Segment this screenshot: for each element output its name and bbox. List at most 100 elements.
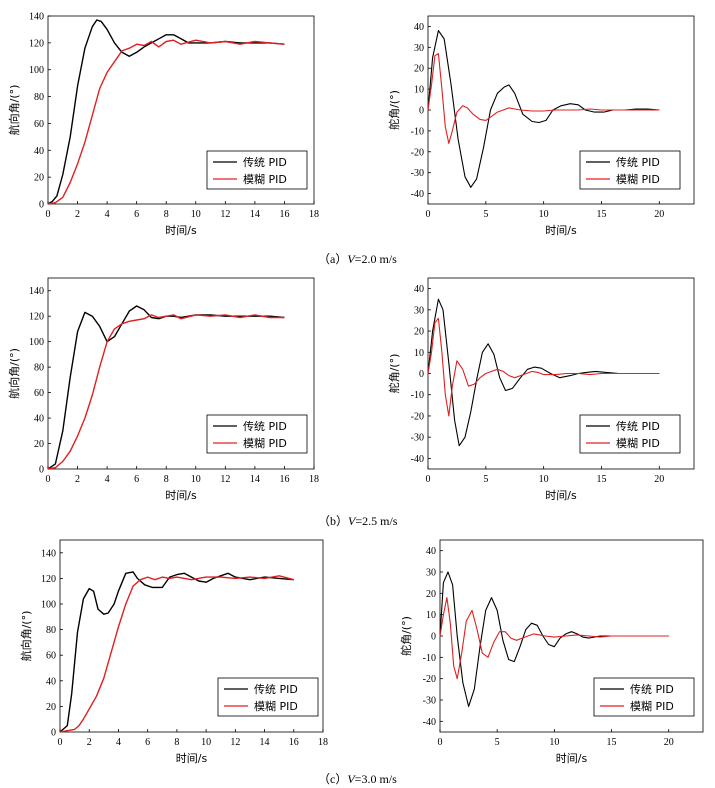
x-tick-label: 15 <box>596 209 606 220</box>
x-tick-label: 20 <box>664 737 674 748</box>
y-tick-label: 30 <box>414 305 424 316</box>
y-tick-label: 0 <box>39 200 44 211</box>
plot-frame <box>47 277 315 470</box>
x-tick-label: 12 <box>220 209 230 220</box>
legend-label-traditional-pid: 传统 PID <box>630 683 674 696</box>
y-tick-label: 60 <box>46 651 56 662</box>
y-axis-label: 航向角/(°) <box>7 348 21 399</box>
y-tick-label: 20 <box>34 439 44 450</box>
caption-a-var: V <box>347 252 355 266</box>
x-tick-label: 15 <box>607 737 617 748</box>
series-line-traditional-pid <box>59 571 294 733</box>
y-tick-label: -20 <box>411 147 424 158</box>
x-tick-label: 5 <box>495 737 500 748</box>
chart-c-heading: 0 2 4 6 8 10 12 14 16 18 0 20 40 60 80 100 120 140 时间/s 航向角… <box>19 539 328 765</box>
y-tick-label: 120 <box>29 312 44 323</box>
caption-c-var: V <box>347 772 355 786</box>
y-tick-label: 120 <box>41 574 56 585</box>
y-tick-label: 80 <box>34 363 44 374</box>
y-tick-label: 40 <box>426 546 436 557</box>
legend-label-traditional-pid: 传统 PID <box>616 420 660 433</box>
x-tick-label: 10 <box>539 209 549 220</box>
caption-c: （c）V=3.0 m/s <box>318 770 397 787</box>
y-tick-label: 0 <box>419 106 424 117</box>
caption-a-rest: =2.0 m/s <box>354 252 397 266</box>
x-tick-label: 18 <box>309 209 319 220</box>
chart-c-rudder: 0 5 10 15 20 40 30 20 10 0 -10 -20 -30 -40 时间/s 舵角/(°) 传… <box>399 539 704 765</box>
x-tick-label: 10 <box>539 474 549 485</box>
x-axis-label: 时间/s <box>556 752 588 765</box>
y-tick-label: 80 <box>46 625 56 636</box>
legend-box <box>579 150 681 190</box>
y-tick-label: -30 <box>411 168 424 179</box>
legend-box <box>579 414 681 454</box>
legend: 传统 PID 模糊 PID <box>217 677 319 717</box>
y-tick-label: 20 <box>34 173 44 184</box>
y-tick-label: 40 <box>414 22 424 33</box>
x-tick-label: 6 <box>134 474 139 485</box>
y-tick-label: 10 <box>426 610 436 621</box>
legend-label-traditional-pid: 传统 PID <box>616 156 660 169</box>
x-tick-label: 16 <box>279 474 289 485</box>
x-axis-label: 时间/s <box>176 752 208 765</box>
x-tick-label: 15 <box>596 474 606 485</box>
x-tick-label: 20 <box>654 209 664 220</box>
x-tick-label: 6 <box>145 737 150 748</box>
x-tick-label: 0 <box>426 209 431 220</box>
chart-b-rudder: 0 5 10 15 20 40 30 20 10 0 -10 -20 -30 -40 时间/s 舵角/(°) 传… <box>387 277 695 502</box>
y-axis-label: 舵角/(°) <box>387 90 401 130</box>
x-tick-label: 12 <box>230 737 240 748</box>
caption-b-rest: =2.5 m/s <box>355 514 398 528</box>
caption-a-prefix: （a） <box>318 252 348 266</box>
x-tick-label: 10 <box>191 209 201 220</box>
x-tick-label: 6 <box>134 209 139 220</box>
y-tick-label: 40 <box>34 414 44 425</box>
series-line-fuzzy-pid <box>427 317 660 417</box>
y-tick-label: 140 <box>41 548 56 559</box>
x-tick-label: 4 <box>105 474 110 485</box>
y-tick-label: -40 <box>411 454 424 465</box>
x-tick-label: 5 <box>483 474 488 485</box>
x-tick-label: 10 <box>201 737 211 748</box>
y-tick-label: 60 <box>34 119 44 130</box>
legend: 传统 PID 模糊 PID <box>579 150 681 190</box>
legend: 传统 PID 模糊 PID <box>206 150 308 190</box>
legend-label-traditional-pid: 传统 PID <box>243 156 287 169</box>
x-tick-label: 8 <box>164 474 169 485</box>
x-tick-label: 2 <box>87 737 92 748</box>
y-tick-label: -10 <box>411 126 424 137</box>
y-tick-label: 30 <box>426 568 436 579</box>
legend: 传统 PID 模糊 PID <box>579 414 681 454</box>
y-tick-label: 80 <box>34 92 44 103</box>
x-tick-label: 20 <box>654 474 664 485</box>
x-tick-label: 0 <box>426 474 431 485</box>
x-tick-label: 8 <box>164 209 169 220</box>
y-tick-label: 40 <box>46 676 56 687</box>
y-tick-label: -30 <box>423 696 436 707</box>
y-tick-label: 20 <box>46 702 56 713</box>
y-tick-label: 0 <box>419 369 424 380</box>
x-axis-label: 时间/s <box>545 489 577 502</box>
x-tick-label: 14 <box>250 474 260 485</box>
y-tick-label: 140 <box>29 286 44 297</box>
x-axis-label: 时间/s <box>545 224 577 237</box>
series-line-fuzzy-pid <box>59 575 294 733</box>
x-tick-label: 16 <box>279 209 289 220</box>
x-tick-label: 0 <box>58 737 63 748</box>
legend: 传统 PID 模糊 PID <box>593 677 695 717</box>
legend-label-fuzzy-pid: 模糊 PID <box>630 699 674 713</box>
y-axis-label: 航向角/(°) <box>19 611 33 662</box>
legend-box <box>206 150 308 190</box>
y-axis-label: 航向角/(°) <box>7 85 21 136</box>
legend-label-fuzzy-pid: 模糊 PID <box>243 172 287 186</box>
x-tick-label: 8 <box>174 737 179 748</box>
x-tick-label: 0 <box>46 209 51 220</box>
y-tick-label: 0 <box>51 728 56 739</box>
legend-box <box>206 414 308 454</box>
legend-label-fuzzy-pid: 模糊 PID <box>616 172 660 186</box>
y-tick-label: -30 <box>411 433 424 444</box>
plot-frame <box>47 15 315 205</box>
y-tick-label: 20 <box>414 64 424 75</box>
legend-box <box>593 677 695 717</box>
chart-a-heading: 0 2 4 6 8 10 12 14 16 18 0 20 40 60 80 100 120 140 时间/s 航向角… <box>7 12 319 238</box>
